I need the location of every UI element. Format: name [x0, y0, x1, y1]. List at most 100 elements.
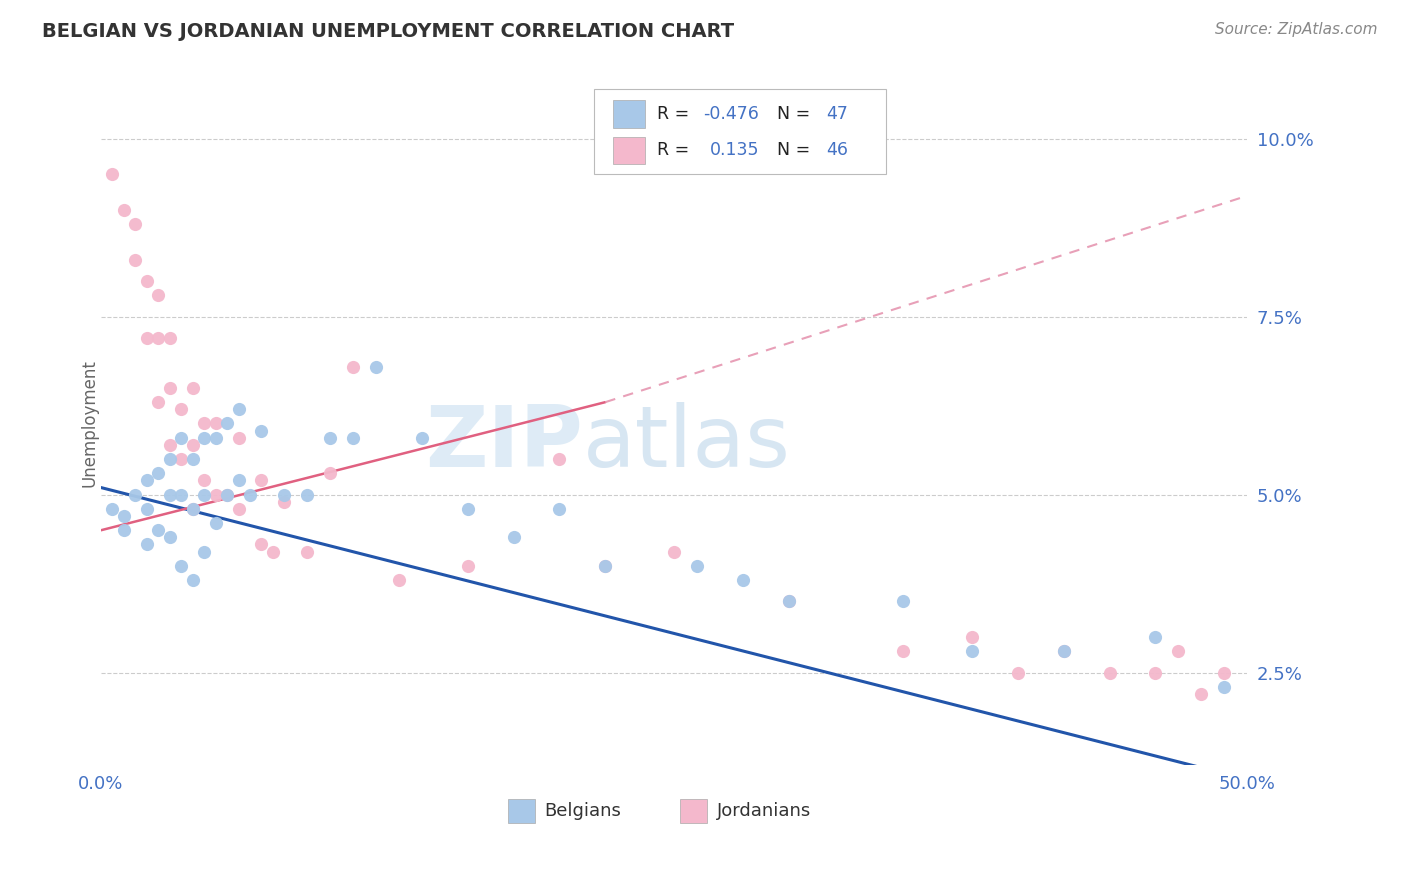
Text: -0.476: -0.476 — [703, 105, 759, 123]
Point — [1144, 665, 1167, 680]
Point — [778, 594, 800, 608]
Point — [1167, 644, 1189, 658]
Point — [159, 381, 181, 395]
Point — [135, 474, 157, 488]
Point — [548, 502, 571, 516]
FancyBboxPatch shape — [613, 100, 645, 128]
Point — [204, 431, 226, 445]
Point — [148, 395, 170, 409]
Point — [170, 558, 193, 573]
Point — [159, 488, 181, 502]
Text: Jordanians: Jordanians — [717, 802, 811, 820]
Point — [159, 530, 181, 544]
Point — [101, 168, 124, 182]
Point — [193, 474, 215, 488]
Text: R =: R = — [657, 141, 695, 160]
Point — [181, 573, 204, 587]
Point — [148, 523, 170, 537]
Point — [595, 558, 617, 573]
Point — [215, 488, 238, 502]
Point — [193, 488, 215, 502]
Point — [135, 502, 157, 516]
Point — [342, 359, 364, 374]
Point — [662, 544, 685, 558]
Point — [319, 467, 342, 481]
Point — [181, 438, 204, 452]
Point — [228, 431, 250, 445]
Point — [1007, 665, 1029, 680]
FancyBboxPatch shape — [613, 137, 645, 164]
FancyBboxPatch shape — [681, 798, 707, 823]
Point — [112, 523, 135, 537]
Text: N =: N = — [778, 105, 815, 123]
Point — [148, 331, 170, 345]
Point — [273, 495, 295, 509]
Point — [960, 630, 983, 644]
Point — [135, 537, 157, 551]
FancyBboxPatch shape — [593, 88, 886, 174]
Point — [778, 594, 800, 608]
Point — [1053, 644, 1076, 658]
Point — [170, 452, 193, 467]
Point — [204, 488, 226, 502]
Point — [891, 644, 914, 658]
Point — [686, 558, 709, 573]
Point — [148, 288, 170, 302]
Point — [250, 537, 273, 551]
Point — [135, 331, 157, 345]
Point — [215, 488, 238, 502]
Point — [181, 502, 204, 516]
Point — [193, 431, 215, 445]
Point — [595, 558, 617, 573]
Text: 46: 46 — [827, 141, 849, 160]
Point — [388, 573, 411, 587]
Point — [170, 402, 193, 417]
Point — [193, 544, 215, 558]
Point — [297, 488, 319, 502]
Point — [502, 530, 524, 544]
Point — [891, 594, 914, 608]
Point — [215, 417, 238, 431]
Point — [148, 467, 170, 481]
Text: 47: 47 — [827, 105, 848, 123]
Point — [1144, 630, 1167, 644]
Point — [181, 381, 204, 395]
Point — [135, 274, 157, 288]
Point — [250, 474, 273, 488]
Text: Belgians: Belgians — [544, 802, 621, 820]
Point — [1053, 644, 1076, 658]
Text: atlas: atlas — [582, 402, 790, 485]
Text: Source: ZipAtlas.com: Source: ZipAtlas.com — [1215, 22, 1378, 37]
Point — [228, 474, 250, 488]
Point — [960, 644, 983, 658]
Point — [204, 417, 226, 431]
Point — [170, 431, 193, 445]
Point — [342, 431, 364, 445]
Point — [159, 452, 181, 467]
Text: ZIP: ZIP — [425, 402, 582, 485]
Point — [364, 359, 387, 374]
Point — [411, 431, 433, 445]
Point — [1213, 665, 1236, 680]
Text: N =: N = — [778, 141, 815, 160]
Point — [1098, 665, 1121, 680]
Point — [319, 431, 342, 445]
Point — [193, 417, 215, 431]
Point — [112, 202, 135, 217]
Text: R =: R = — [657, 105, 695, 123]
Point — [181, 502, 204, 516]
Point — [273, 488, 295, 502]
Point — [181, 452, 204, 467]
Point — [457, 502, 479, 516]
Point — [204, 516, 226, 530]
FancyBboxPatch shape — [508, 798, 536, 823]
Point — [239, 488, 262, 502]
Point — [548, 452, 571, 467]
Text: BELGIAN VS JORDANIAN UNEMPLOYMENT CORRELATION CHART: BELGIAN VS JORDANIAN UNEMPLOYMENT CORREL… — [42, 22, 734, 41]
Point — [112, 508, 135, 523]
Point — [250, 424, 273, 438]
Point — [124, 488, 146, 502]
Point — [1189, 687, 1212, 701]
Point — [170, 488, 193, 502]
Point — [731, 573, 754, 587]
